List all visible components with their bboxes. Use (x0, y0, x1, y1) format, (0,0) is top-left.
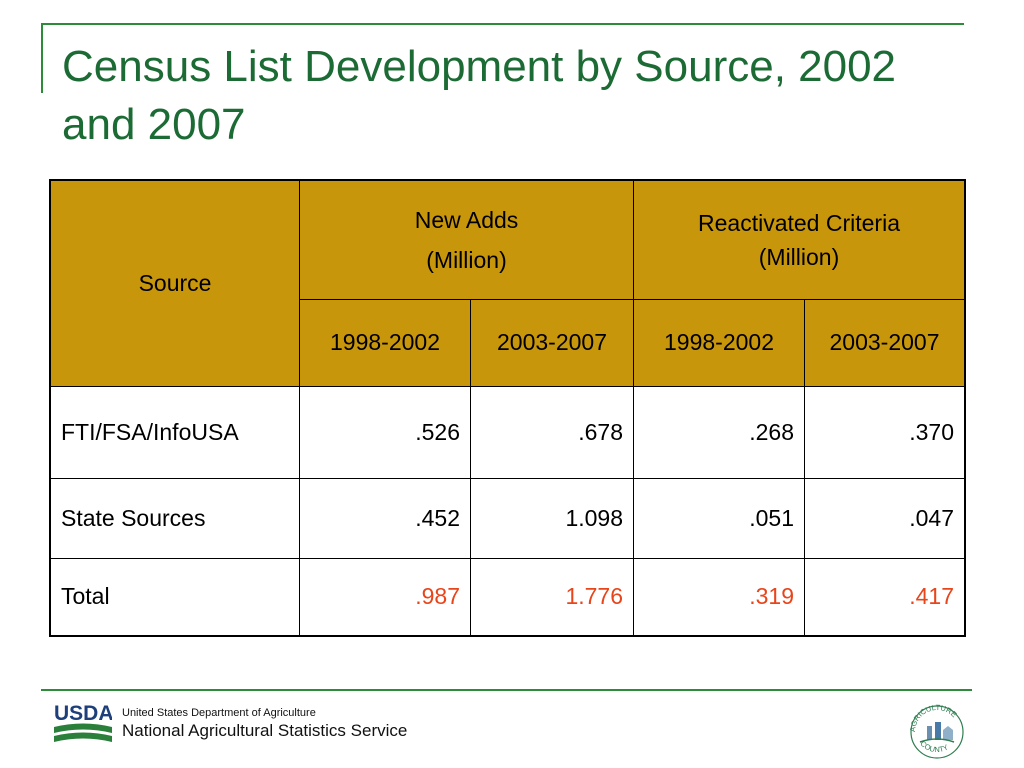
seal-silo-icon (935, 722, 941, 740)
table-cell: .051 (633, 477, 805, 559)
period-header: 2003-2007 (470, 298, 634, 387)
row-label: Total (49, 557, 300, 637)
header-row-periods: 1998-2002 2003-2007 1998-2002 2003-2007 (50, 298, 966, 387)
row-label: State Sources (49, 477, 300, 559)
group-unit: (Million) (426, 246, 507, 273)
table-cell: 1.098 (470, 477, 634, 559)
total-cell: .417 (804, 557, 966, 637)
table-row-total: Total .987 1.776 .319 .417 (49, 557, 966, 637)
total-cell: 1.776 (470, 557, 634, 637)
usda-logo-swoosh (54, 723, 112, 733)
usda-logo-swoosh (54, 732, 112, 742)
total-cell: .319 (633, 557, 805, 637)
top-rule-vertical (41, 23, 43, 93)
usda-logo: USDA (54, 702, 112, 742)
table-cell: .268 (633, 385, 805, 479)
top-rule-horizontal (41, 23, 964, 25)
period-header: 1998-2002 (633, 298, 805, 387)
census-seal-logo: AGRICULTURE COUNTY (908, 703, 964, 759)
group-header-reactivated: Reactivated Criteria (Million) (633, 179, 966, 300)
usda-logo-text: USDA (54, 702, 112, 725)
group-header-new-adds: New Adds (Million) (299, 179, 634, 300)
seal-ring (910, 705, 964, 759)
header-row-groups: Source New Adds (Million) Reactivated Cr… (49, 179, 966, 387)
period-header: 2003-2007 (804, 298, 966, 387)
table-cell: .452 (299, 477, 471, 559)
seal-barn-icon (943, 726, 953, 740)
seal-silo-icon (927, 726, 932, 740)
table-row: State Sources .452 1.098 .051 .047 (49, 477, 966, 559)
table-cell: .370 (804, 385, 966, 479)
source-header: Source (49, 179, 300, 387)
table-row: FTI/FSA/InfoUSA .526 .678 .268 .370 (49, 385, 966, 479)
row-label: FTI/FSA/InfoUSA (49, 385, 300, 479)
seal-text-top: AGRICULTURE (908, 703, 959, 732)
group-unit: (Million) (758, 243, 840, 270)
census-table: Source New Adds (Million) Reactivated Cr… (49, 179, 966, 637)
slide-title: Census List Development by Source, 2002 … (62, 42, 897, 149)
footer-rule (41, 689, 972, 691)
table-cell: .678 (470, 385, 634, 479)
seal-field-icon (919, 738, 955, 743)
total-cell: .987 (299, 557, 471, 637)
group-label: Reactivated Criteria (698, 209, 900, 236)
agency-line-2: National Agricultural Statistics Service (122, 721, 408, 740)
agency-line-1: United States Department of Agriculture (122, 707, 316, 719)
group-label: New Adds (414, 206, 519, 233)
period-header: 1998-2002 (299, 298, 471, 387)
table-cell: .526 (299, 385, 471, 479)
table-cell: .047 (804, 477, 966, 559)
